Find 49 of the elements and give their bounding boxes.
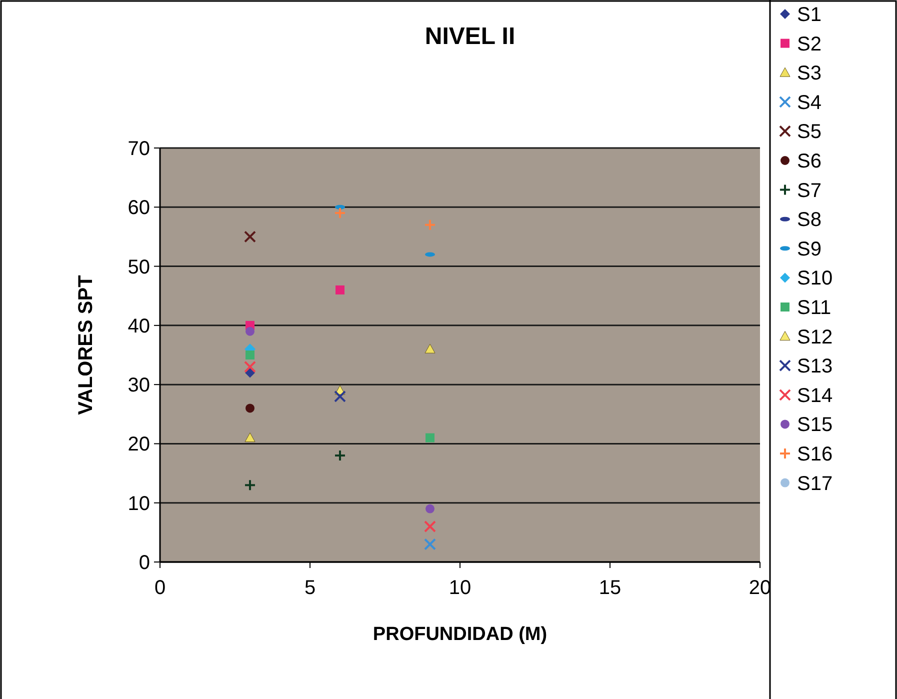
point (244, 432, 256, 442)
point (336, 285, 344, 294)
y-tick-label: 0 (138, 552, 150, 574)
point (424, 218, 436, 231)
x-axis-title: PROFUNDIDAD (M) (372, 624, 548, 645)
point (246, 404, 254, 413)
point (426, 504, 434, 514)
point (246, 350, 254, 360)
legend-label: S13 (797, 356, 833, 378)
point (424, 538, 436, 550)
legend-label: S3 (797, 62, 822, 85)
legend-label: S9 (797, 238, 822, 260)
legend-label: S12 (797, 326, 833, 348)
y-axis-title: VALORES SPT (75, 275, 97, 415)
x-tick-label: 5 (304, 577, 316, 599)
point (334, 207, 346, 220)
legend-label: S4 (797, 92, 822, 114)
y-tick-label: 10 (128, 492, 150, 515)
point (244, 479, 256, 492)
point (334, 390, 346, 402)
legend-label: S16 (797, 444, 833, 466)
point (424, 520, 436, 533)
legend-label: S10 (797, 268, 833, 290)
point (424, 344, 436, 354)
legend-label: S2 (797, 33, 822, 56)
y-tick-label: 70 (128, 138, 150, 160)
chart-title: NIVEL II (424, 23, 516, 50)
legend-label: S8 (797, 209, 822, 232)
legend-label: S6 (797, 150, 822, 172)
legend-label: S1 (797, 4, 822, 26)
legend-label: S7 (797, 180, 822, 202)
point (246, 326, 254, 336)
legend-label: S15 (797, 414, 833, 436)
point (426, 433, 434, 442)
y-tick-label: 20 (128, 434, 150, 456)
y-tick-label: 60 (128, 197, 150, 220)
x-tick-label: 0 (154, 577, 166, 599)
legend-label: S11 (797, 297, 832, 319)
point (244, 360, 256, 373)
y-tick-label: 40 (128, 315, 150, 338)
legend-label: S14 (797, 384, 833, 407)
y-tick-label: 50 (128, 256, 150, 278)
point (244, 230, 256, 243)
legend-label: S17 (797, 472, 833, 495)
y-tick-label: 30 (128, 374, 150, 397)
x-tick-label: 10 (448, 577, 472, 599)
legend-label: S5 (797, 121, 822, 144)
x-tick-label: 15 (598, 577, 622, 599)
point (334, 450, 346, 462)
